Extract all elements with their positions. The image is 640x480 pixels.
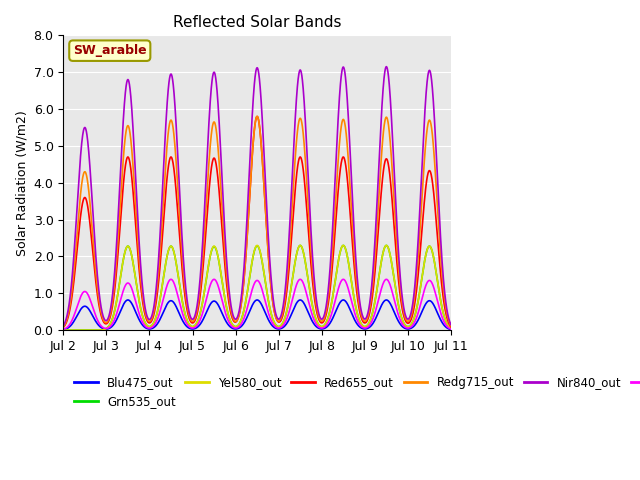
Grn535_out [436, 294, 444, 300]
Grn535_out [447, 325, 455, 331]
Grn535_out [436, 292, 444, 298]
Red655_out [436, 264, 444, 269]
Redg715_out [447, 323, 455, 329]
Nir840_out [365, 307, 372, 313]
Nir840_out [383, 64, 390, 70]
Red655_out [447, 324, 455, 330]
Red655_out [237, 299, 245, 305]
Red655_out [248, 158, 255, 164]
Nir840_out [237, 292, 245, 298]
Redg715_out [79, 173, 87, 179]
Nir945_out [237, 321, 245, 326]
Blu475_out [447, 327, 455, 333]
Grn535_out [248, 261, 255, 266]
Blu475_out [383, 297, 390, 303]
Yel580_out [436, 292, 444, 298]
Red655_out [436, 261, 444, 267]
Grn535_out [365, 321, 372, 326]
Redg715_out [60, 324, 67, 330]
Line: Yel580_out: Yel580_out [63, 245, 451, 330]
Blu475_out [248, 303, 255, 309]
Redg715_out [253, 114, 261, 120]
Nir840_out [60, 323, 67, 329]
Title: Reflected Solar Bands: Reflected Solar Bands [173, 15, 341, 30]
Red655_out [79, 198, 87, 204]
Nir840_out [436, 219, 444, 225]
Nir945_out [383, 276, 390, 282]
Redg715_out [365, 310, 372, 316]
Nir945_out [79, 289, 87, 295]
Nir945_out [248, 288, 255, 294]
Blu475_out [60, 327, 67, 333]
Grn535_out [383, 242, 390, 248]
Nir945_out [60, 326, 67, 332]
Red655_out [365, 313, 372, 319]
Nir840_out [436, 223, 444, 229]
Redg715_out [436, 240, 444, 246]
Yel580_out [60, 327, 67, 333]
Red655_out [253, 114, 261, 120]
Blu475_out [365, 325, 372, 331]
Line: Nir840_out: Nir840_out [63, 67, 451, 326]
Legend: Blu475_out, Grn535_out, Yel580_out, Red655_out, Redg715_out, Nir840_out, Nir945_: Blu475_out, Grn535_out, Yel580_out, Red6… [69, 372, 640, 413]
Nir945_out [436, 307, 444, 312]
Line: Red655_out: Red655_out [63, 117, 451, 327]
Yel580_out [365, 321, 372, 326]
Text: SW_arable: SW_arable [73, 44, 147, 57]
Blu475_out [436, 315, 444, 321]
Line: Grn535_out: Grn535_out [63, 245, 451, 330]
Grn535_out [60, 327, 67, 333]
Grn535_out [237, 316, 245, 322]
Line: Redg715_out: Redg715_out [63, 117, 451, 327]
Line: Nir945_out: Nir945_out [63, 279, 451, 329]
Grn535_out [79, 327, 87, 333]
Nir945_out [436, 307, 444, 313]
Yel580_out [79, 327, 87, 333]
Nir945_out [447, 326, 455, 332]
Line: Blu475_out: Blu475_out [63, 300, 451, 330]
Nir840_out [248, 120, 255, 126]
Y-axis label: Solar Radiation (W/m2): Solar Radiation (W/m2) [15, 110, 28, 256]
Yel580_out [237, 316, 245, 322]
Yel580_out [436, 294, 444, 300]
Redg715_out [248, 158, 255, 164]
Yel580_out [447, 325, 455, 331]
Red655_out [60, 324, 67, 330]
Yel580_out [383, 242, 390, 248]
Yel580_out [248, 261, 255, 266]
Nir945_out [365, 324, 372, 329]
Blu475_out [237, 324, 245, 329]
Redg715_out [237, 299, 245, 304]
Redg715_out [436, 243, 444, 249]
Blu475_out [79, 304, 87, 310]
Blu475_out [436, 315, 444, 321]
Nir840_out [79, 130, 87, 135]
Nir840_out [447, 322, 455, 327]
